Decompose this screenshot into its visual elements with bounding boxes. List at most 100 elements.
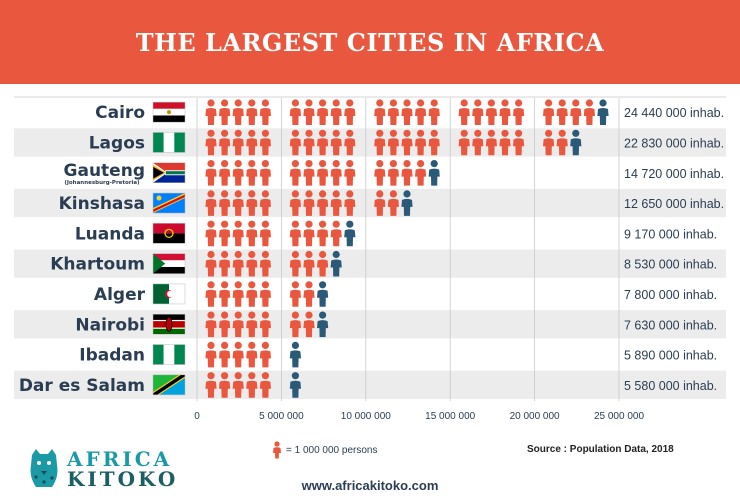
row-background: [14, 158, 726, 187]
person-icon: [472, 129, 484, 156]
person-icon-partial: [330, 250, 342, 277]
person-icon: [330, 99, 342, 125]
person-icon: [458, 129, 470, 156]
person-icon: [317, 250, 329, 277]
row-background: [14, 219, 726, 248]
city-label: Kinshasa: [59, 194, 145, 214]
person-icon: [387, 160, 399, 186]
x-tick-label: 0: [194, 411, 200, 422]
person-icon: [317, 129, 329, 156]
person-icon-partial: [570, 129, 582, 156]
person-icon: [205, 281, 217, 307]
person-icon-partial: [289, 372, 301, 398]
person-icon: [303, 281, 315, 307]
person-icon: [499, 129, 511, 156]
x-tick-label: 10 000 000: [341, 411, 391, 422]
population-label: 7 630 000 inhab.: [624, 318, 717, 332]
person-icon: [513, 99, 525, 125]
person-icon: [232, 99, 244, 125]
egypt-flag: [152, 101, 186, 123]
person-icon: [205, 190, 217, 216]
kenya-flag: [152, 314, 186, 335]
row-background: [14, 340, 726, 369]
person-icon: [317, 99, 329, 125]
website-link[interactable]: www.africakitoko.com: [301, 478, 439, 493]
person-icon: [246, 129, 258, 156]
person-icon: [219, 129, 231, 156]
person-icon: [401, 160, 413, 186]
person-icon: [289, 220, 301, 247]
person-icon: [259, 281, 271, 307]
person-icon: [317, 160, 329, 186]
row-background: [14, 128, 726, 157]
logo-line-2: KITOKO: [67, 467, 179, 491]
person-icon: [259, 160, 271, 186]
person-icon: [289, 160, 301, 186]
person-icon: [303, 129, 315, 156]
person-icon: [387, 190, 399, 216]
person-icon: [428, 99, 440, 125]
person-icon: [303, 250, 315, 277]
population-label: 22 830 000 inhab.: [624, 136, 724, 150]
person-icon: [330, 160, 342, 186]
nigeria-flag: [152, 132, 186, 153]
x-tick-label: 20 000 000: [510, 411, 560, 422]
population-label: 5 890 000 inhab.: [624, 349, 717, 363]
person-icon: [232, 250, 244, 277]
leopard-icon: [30, 449, 58, 487]
africa-kitoko-logo: AFRICA KITOKO: [26, 447, 178, 491]
city-subtitle: (Johannesburg-Pretoria): [64, 180, 140, 186]
person-icon: [415, 160, 427, 186]
source-note: Source : Population Data, 2018: [527, 444, 674, 455]
person-icon: [303, 99, 315, 125]
person-icon: [543, 129, 555, 156]
x-tick-label: 15 000 000: [425, 411, 475, 422]
person-icon: [344, 99, 356, 125]
person-icon: [289, 99, 301, 125]
person-icon: [415, 99, 427, 125]
person-icon: [219, 250, 231, 277]
person-icon: [485, 99, 497, 125]
population-label: 14 720 000 inhab.: [624, 167, 724, 181]
person-icon: [330, 190, 342, 216]
row-background: [14, 249, 726, 278]
person-icon: [374, 160, 386, 186]
person-icon: [374, 190, 386, 216]
person-icon: [205, 220, 217, 247]
person-icon: [499, 99, 511, 125]
row-background: [14, 370, 726, 399]
person-icon: [205, 160, 217, 186]
person-icon: [246, 190, 258, 216]
person-icon: [219, 220, 231, 247]
person-icon-partial: [317, 281, 329, 307]
row-background: [14, 310, 726, 339]
nigeria-flag: [152, 344, 186, 365]
page-title: THE LARGEST CITIES IN AFRICA: [135, 27, 605, 57]
person-icon: [330, 129, 342, 156]
person-icon: [428, 129, 440, 156]
person-icon: [219, 311, 231, 338]
row-background: [14, 279, 726, 309]
person-icon: [205, 372, 217, 398]
population-label: 5 580 000 inhab.: [624, 379, 717, 393]
person-icon: [246, 220, 258, 247]
person-icon: [246, 311, 258, 338]
person-icon: [303, 160, 315, 186]
algeria-flag: [152, 283, 186, 305]
person-icon: [232, 372, 244, 398]
person-icon: [374, 129, 386, 156]
south-africa-flag: [152, 162, 186, 183]
person-icon: [219, 160, 231, 186]
legend: = 1 000 000 persons: [272, 441, 377, 459]
city-label: Luanda: [75, 224, 145, 244]
person-icon: [246, 341, 258, 368]
person-icon: [232, 160, 244, 186]
person-icon-partial: [597, 99, 609, 125]
person-icon: [273, 441, 281, 459]
person-icon: [232, 129, 244, 156]
person-icon: [232, 341, 244, 368]
title-banner: THE LARGEST CITIES IN AFRICA: [0, 0, 740, 84]
legend-label: = 1 000 000 persons: [286, 444, 378, 456]
population-label: 12 650 000 inhab.: [624, 197, 724, 211]
